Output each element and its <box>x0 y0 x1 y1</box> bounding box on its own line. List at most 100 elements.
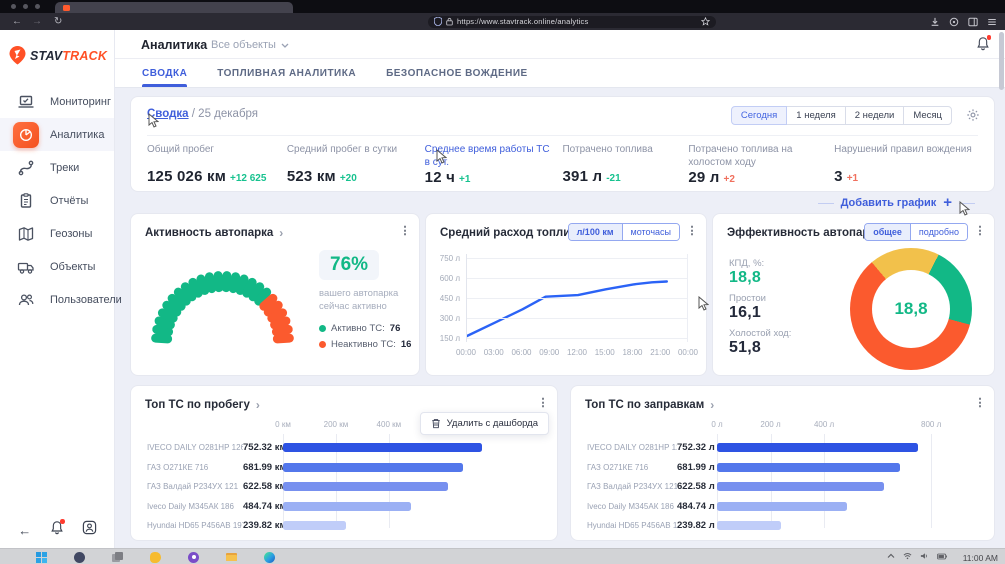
kpd-value: 18,8 <box>729 269 819 287</box>
objects-filter-dropdown[interactable]: Все объекты <box>211 39 289 51</box>
sidebar-item-reports[interactable]: Отчёты <box>0 184 114 217</box>
window-minimize-icon[interactable] <box>23 4 28 9</box>
settings-gear-icon[interactable] <box>966 108 980 127</box>
efficiency-donut: 18,8 <box>850 248 972 370</box>
logo[interactable]: STAVTRACK <box>0 30 114 65</box>
pinned-app-icon[interactable] <box>150 552 161 563</box>
downloads-icon[interactable] <box>930 17 940 27</box>
summary-card: Сводка / 25 декабря Сегодня 1 неделя 2 н… <box>130 96 995 192</box>
fuel-line-chart: 750 л600 л450 л300 л150 л 00:0003:0006:0… <box>426 214 706 375</box>
account-icon[interactable] <box>82 520 97 540</box>
users-icon <box>13 287 39 313</box>
sidebar-item-geozones[interactable]: Геозоны <box>0 217 114 250</box>
vehicle-label: Hyundai HD65 Р456АВ 197 <box>147 521 243 530</box>
vehicle-label: IVECO DAILY О281НР 126 <box>147 443 243 452</box>
sidebar-item-objects[interactable]: Объекты <box>0 250 114 283</box>
file-explorer-icon[interactable] <box>226 552 237 563</box>
extensions-icon[interactable] <box>949 17 959 27</box>
kebab-menu-icon[interactable]: ⋮ <box>537 396 549 409</box>
bookmark-star-icon[interactable] <box>701 17 710 26</box>
stat-delta: +20 <box>340 173 357 184</box>
tab-safe-driving[interactable]: БЕЗОПАСНОЕ ВОЖДЕНИЕ <box>386 59 528 87</box>
menu-icon[interactable] <box>987 17 997 27</box>
active-percent: 76% <box>319 250 379 280</box>
sidebar-item-monitoring[interactable]: Мониторинг <box>0 85 114 118</box>
bar-track <box>283 438 543 458</box>
x-tick-label: 400 км <box>377 420 402 429</box>
window-maximize-icon[interactable] <box>35 4 40 9</box>
add-chart-button[interactable]: Добавить график + <box>818 197 975 209</box>
bar[interactable] <box>283 482 448 491</box>
period-2weeks[interactable]: 2 недели <box>845 106 905 125</box>
volume-icon[interactable] <box>920 552 929 560</box>
y-tick-label: 750 л <box>432 254 460 263</box>
gridline <box>467 338 687 339</box>
bar[interactable] <box>283 443 482 452</box>
bar-row: Hyundai HD65 Р456АВ 197239.82 л <box>571 516 980 536</box>
site-favicon <box>63 5 70 12</box>
bar[interactable] <box>283 502 411 511</box>
sidebar-item-users[interactable]: Пользователи <box>0 283 114 316</box>
card-context-menu[interactable]: Удалить с дашборда <box>420 412 549 435</box>
bar-row: IVECO DAILY О281НР 126752.32 км <box>131 438 543 458</box>
bar[interactable] <box>717 443 918 452</box>
stat-fuel-spent: Потрачено топлива 391 л-21 <box>562 143 688 187</box>
windows-start-icon[interactable] <box>36 552 47 563</box>
stat-total-mileage: Общий пробег 125 026 км+12 625 <box>147 143 287 187</box>
task-view-icon[interactable] <box>112 552 123 563</box>
bar[interactable] <box>717 502 847 511</box>
window-close-icon[interactable] <box>11 4 16 9</box>
kebab-menu-icon[interactable]: ⋮ <box>974 396 986 409</box>
x-tick-label: 21:00 <box>650 348 670 357</box>
period-today[interactable]: Сегодня <box>731 106 787 125</box>
forward-icon[interactable]: → <box>32 15 42 28</box>
toggle-general[interactable]: общее <box>865 224 910 240</box>
tab-fuel-analytics[interactable]: ТОПЛИВНАЯ АНАЛИТИКА <box>217 59 356 87</box>
vehicle-label: Iveco Daily М345АК 186 <box>587 502 677 511</box>
summary-stats: Общий пробег 125 026 км+12 625 Средний п… <box>147 143 984 187</box>
browser-tab[interactable] <box>55 2 293 13</box>
sidebar-item-analytics[interactable]: Аналитика <box>0 118 114 151</box>
bar-row: IVECO DAILY О281НР 126752.32 л <box>571 438 980 458</box>
bar-value: 752.32 км <box>243 442 283 453</box>
x-tick-label: 200 км <box>324 420 349 429</box>
bar[interactable] <box>283 463 463 472</box>
bar-value: 681.99 л <box>677 462 717 473</box>
collapse-arrow-icon[interactable]: ← <box>18 523 31 538</box>
x-tick-label: 15:00 <box>595 348 615 357</box>
bar[interactable] <box>283 521 346 530</box>
top-refuel-card: Топ ТС по заправкам › ⋮ 0 л200 л400 л800… <box>570 385 995 541</box>
back-icon[interactable]: ← <box>12 15 22 28</box>
fuel-consumption-line <box>467 282 667 337</box>
red-dot-icon <box>319 341 326 348</box>
activity-legend: Активно ТС: 76 Неактивно ТС: 16 <box>319 323 414 350</box>
bar[interactable] <box>717 463 900 472</box>
x-tick-label: 09:00 <box>539 348 559 357</box>
bar[interactable] <box>717 482 884 491</box>
scrollbar-thumb[interactable] <box>999 32 1004 90</box>
tab-summary[interactable]: СВОДКА <box>142 59 187 87</box>
reload-icon[interactable]: ↻ <box>54 15 62 28</box>
bar-row: ГАЗ Валдай Р234УХ 121622.58 л <box>571 477 980 497</box>
card-title-link[interactable]: Активность автопарка › <box>145 226 283 240</box>
url-bar[interactable]: https://www.stavtrack.online/analytics <box>428 16 716 29</box>
kebab-menu-icon[interactable]: ⋮ <box>399 224 411 237</box>
sidebar-item-tracks[interactable]: Треки <box>0 151 114 184</box>
card-title-link[interactable]: Топ ТС по пробегу › <box>145 398 260 412</box>
edge-browser-icon[interactable] <box>264 552 275 563</box>
kebab-menu-icon[interactable]: ⋮ <box>974 224 986 237</box>
pinned-app-icon[interactable] <box>188 552 199 563</box>
sidebar-panel-icon[interactable] <box>968 17 978 27</box>
period-1week[interactable]: 1 неделя <box>786 106 845 125</box>
header-bell-icon[interactable] <box>976 36 990 56</box>
battery-icon[interactable] <box>937 553 947 560</box>
mouse-cursor <box>698 296 709 311</box>
wifi-icon[interactable] <box>903 552 912 560</box>
period-month[interactable]: Месяц <box>903 106 952 125</box>
card-title-link[interactable]: Топ ТС по заправкам › <box>585 398 714 412</box>
tray-chevron-icon[interactable] <box>887 553 895 559</box>
search-app-icon[interactable] <box>74 552 85 563</box>
bar[interactable] <box>717 521 781 530</box>
notifications-bell-icon[interactable] <box>50 520 64 540</box>
toggle-detailed[interactable]: подробно <box>910 224 967 240</box>
